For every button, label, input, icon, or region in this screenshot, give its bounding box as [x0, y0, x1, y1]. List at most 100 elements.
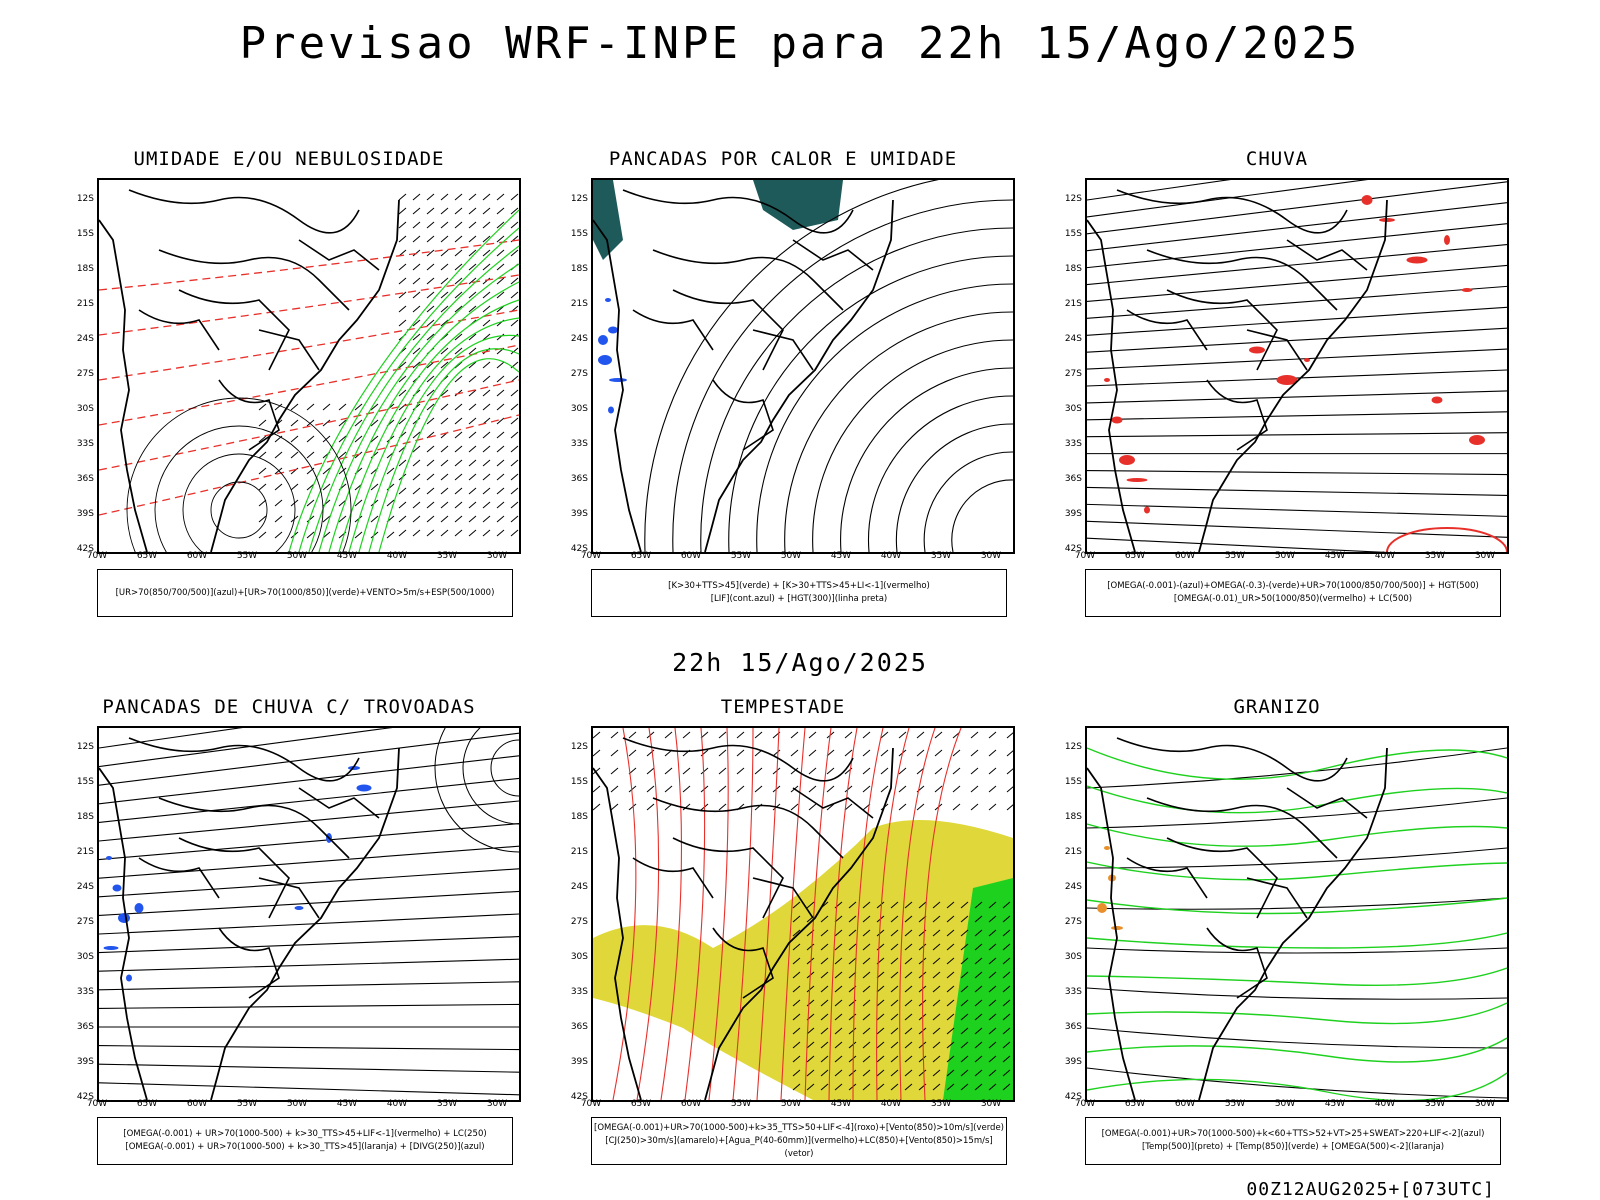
- legend-line: [OMEGA(-0.01)_UR>50(1000/850)(vermelho) …: [1173, 594, 1413, 604]
- lat-tick-label: 24S: [570, 882, 588, 892]
- lon-tick-label: 65W: [630, 551, 652, 561]
- panel-storm: TEMPESTADE 12S 15S 18S 21S 24S 27S 30S 33S 36S 39…: [568, 696, 1015, 1166]
- panel-title: TEMPESTADE: [720, 696, 846, 718]
- panel-title: GRANIZO: [1233, 696, 1321, 718]
- lon-tick-label: 30W: [1474, 1099, 1496, 1109]
- lon-tick-label: 70W: [86, 551, 108, 561]
- lat-tick-label: 27S: [1064, 369, 1082, 379]
- lon-tick-label: 65W: [1124, 551, 1146, 561]
- lon-tick-label: 40W: [386, 1099, 408, 1109]
- lon-tick-label: 40W: [386, 551, 408, 561]
- panel-humidity: UMIDADE E/OU NEBULOSIDADE 12S 15S 18S 21S 24…: [74, 148, 521, 618]
- lat-tick-label: 42S: [1064, 544, 1082, 554]
- lat-tick-label: 27S: [76, 369, 94, 379]
- lon-tick-label: 45W: [830, 551, 852, 561]
- map-plot: [593, 180, 1013, 552]
- lon-tick-label: 60W: [680, 551, 702, 561]
- legend-line: [OMEGA(-0.001) + UR>70(1000-500) + k>30_…: [123, 1129, 487, 1139]
- panel-hail: GRANIZO 12S 15S 18S 21S 24S 27S 30S 33S 36S 39S 42…: [1062, 696, 1509, 1166]
- lon-tick-label: 45W: [830, 1099, 852, 1109]
- lat-tick-label: 33S: [1064, 439, 1082, 449]
- lat-tick-label: 39S: [1064, 1057, 1082, 1067]
- lat-tick-label: 30S: [76, 952, 94, 962]
- lat-tick-label: 27S: [570, 369, 588, 379]
- lat-axis: 12S 15S 18S 21S 24S 27S 30S 33S 36S 39S 42S: [1052, 726, 1082, 1102]
- map-plot: [1087, 737, 1507, 1100]
- lon-tick-label: 50W: [780, 551, 802, 561]
- lon-tick-label: 35W: [436, 551, 458, 561]
- panel-rain: CHUVA 12S 15S 18S 21S 24S 27S 30S 33S 36S 39S 42S …: [1062, 148, 1509, 618]
- legend-line: [UR>70(850/700/500)](azul)+[UR>70(1000/8…: [115, 587, 495, 598]
- legend-box: [K>30+TTS>45](verde) + [K>30+TTS>45+LI<-…: [591, 569, 1007, 617]
- lat-tick-label: 33S: [76, 987, 94, 997]
- lat-tick-label: 33S: [570, 439, 588, 449]
- legend-line: [OMEGA(-0.001)+UR>70(1000-500)+k>35_TTS>…: [594, 1122, 1004, 1133]
- map-humidity: [97, 178, 521, 554]
- legend-line: [Temp(500)](preto) + [Temp(850)](verde) …: [1141, 1142, 1445, 1152]
- lon-tick-label: 30W: [980, 551, 1002, 561]
- lon-tick-label: 45W: [1324, 1099, 1346, 1109]
- lat-tick-label: 24S: [1064, 334, 1082, 344]
- panel-thunder-showers: PANCADAS DE CHUVA C/ TROVOADAS 12S 15S 18S…: [74, 696, 521, 1166]
- lon-tick-label: 70W: [580, 1099, 602, 1109]
- map-heat-showers: [591, 178, 1015, 554]
- lon-tick-label: 40W: [880, 1099, 902, 1109]
- lon-tick-label: 60W: [186, 1099, 208, 1109]
- lat-tick-label: 39S: [1064, 509, 1082, 519]
- lat-tick-label: 36S: [1064, 1022, 1082, 1032]
- lat-tick-label: 42S: [1064, 1092, 1082, 1102]
- lat-axis: 12S 15S 18S 21S 24S 27S 30S 33S 36S 39S 42S: [64, 178, 94, 554]
- lon-tick-label: 55W: [236, 551, 258, 561]
- lon-tick-label: 55W: [730, 1099, 752, 1109]
- lat-axis: 12S 15S 18S 21S 24S 27S 30S 33S 36S 39S 42S: [558, 178, 588, 554]
- lon-tick-label: 30W: [980, 1099, 1002, 1109]
- lon-tick-label: 60W: [1174, 551, 1196, 561]
- lat-tick-label: 18S: [76, 264, 94, 274]
- lon-tick-label: 35W: [1424, 1099, 1446, 1109]
- lat-tick-label: 21S: [570, 299, 588, 309]
- lon-tick-label: 40W: [880, 551, 902, 561]
- lat-tick-label: 36S: [76, 1022, 94, 1032]
- lon-tick-label: 30W: [486, 1099, 508, 1109]
- panel-title: CHUVA: [1245, 148, 1309, 170]
- lon-tick-label: 35W: [930, 551, 952, 561]
- lat-tick-label: 42S: [570, 1092, 588, 1102]
- lon-axis: 70W 65W 60W 55W 50W 45W 40W 35W 30W: [1075, 551, 1505, 565]
- legend-line: [CJ(250)>30m/s](amarelo)+[Agua_P(40-60mm…: [605, 1135, 993, 1159]
- lat-tick-label: 27S: [76, 917, 94, 927]
- lon-tick-label: 50W: [286, 551, 308, 561]
- lat-tick-label: 24S: [76, 882, 94, 892]
- legend-line: [OMEGA(-0.001)-(azul)+OMEGA(-0.3)-(verde…: [1107, 581, 1479, 591]
- lat-axis: 12S 15S 18S 21S 24S 27S 30S 33S 36S 39S 42S: [64, 726, 94, 1102]
- lat-tick-label: 24S: [76, 334, 94, 344]
- lat-tick-label: 18S: [570, 264, 588, 274]
- map-storm: [591, 726, 1015, 1102]
- lat-tick-label: 21S: [76, 299, 94, 309]
- map-plot: [1087, 180, 1507, 552]
- lat-tick-label: 15S: [570, 777, 588, 787]
- lon-tick-label: 35W: [930, 1099, 952, 1109]
- map-plot: [99, 189, 519, 552]
- lon-tick-label: 65W: [136, 551, 158, 561]
- lat-tick-label: 30S: [76, 404, 94, 414]
- lon-tick-label: 65W: [1124, 1099, 1146, 1109]
- lat-tick-label: 27S: [570, 917, 588, 927]
- lat-tick-label: 21S: [76, 847, 94, 857]
- lat-tick-label: 12S: [1064, 194, 1082, 204]
- lon-tick-label: 50W: [286, 1099, 308, 1109]
- map-hail: [1085, 726, 1509, 1102]
- lat-tick-label: 36S: [570, 474, 588, 484]
- lat-tick-label: 39S: [76, 1057, 94, 1067]
- lon-tick-label: 30W: [1474, 551, 1496, 561]
- lat-tick-label: 24S: [570, 334, 588, 344]
- lon-tick-label: 40W: [1374, 551, 1396, 561]
- lon-tick-label: 45W: [1324, 551, 1346, 561]
- run-info: 00Z12AUG2025+[073UTC]: [1246, 1179, 1495, 1200]
- lon-tick-label: 60W: [186, 551, 208, 561]
- lat-tick-label: 36S: [570, 1022, 588, 1032]
- mid-title: 22h 15/Ago/2025: [672, 648, 928, 677]
- lat-tick-label: 42S: [76, 544, 94, 554]
- lon-axis: 70W 65W 60W 55W 50W 45W 40W 35W 30W: [581, 1099, 1011, 1113]
- lat-tick-label: 18S: [1064, 264, 1082, 274]
- lat-tick-label: 42S: [570, 544, 588, 554]
